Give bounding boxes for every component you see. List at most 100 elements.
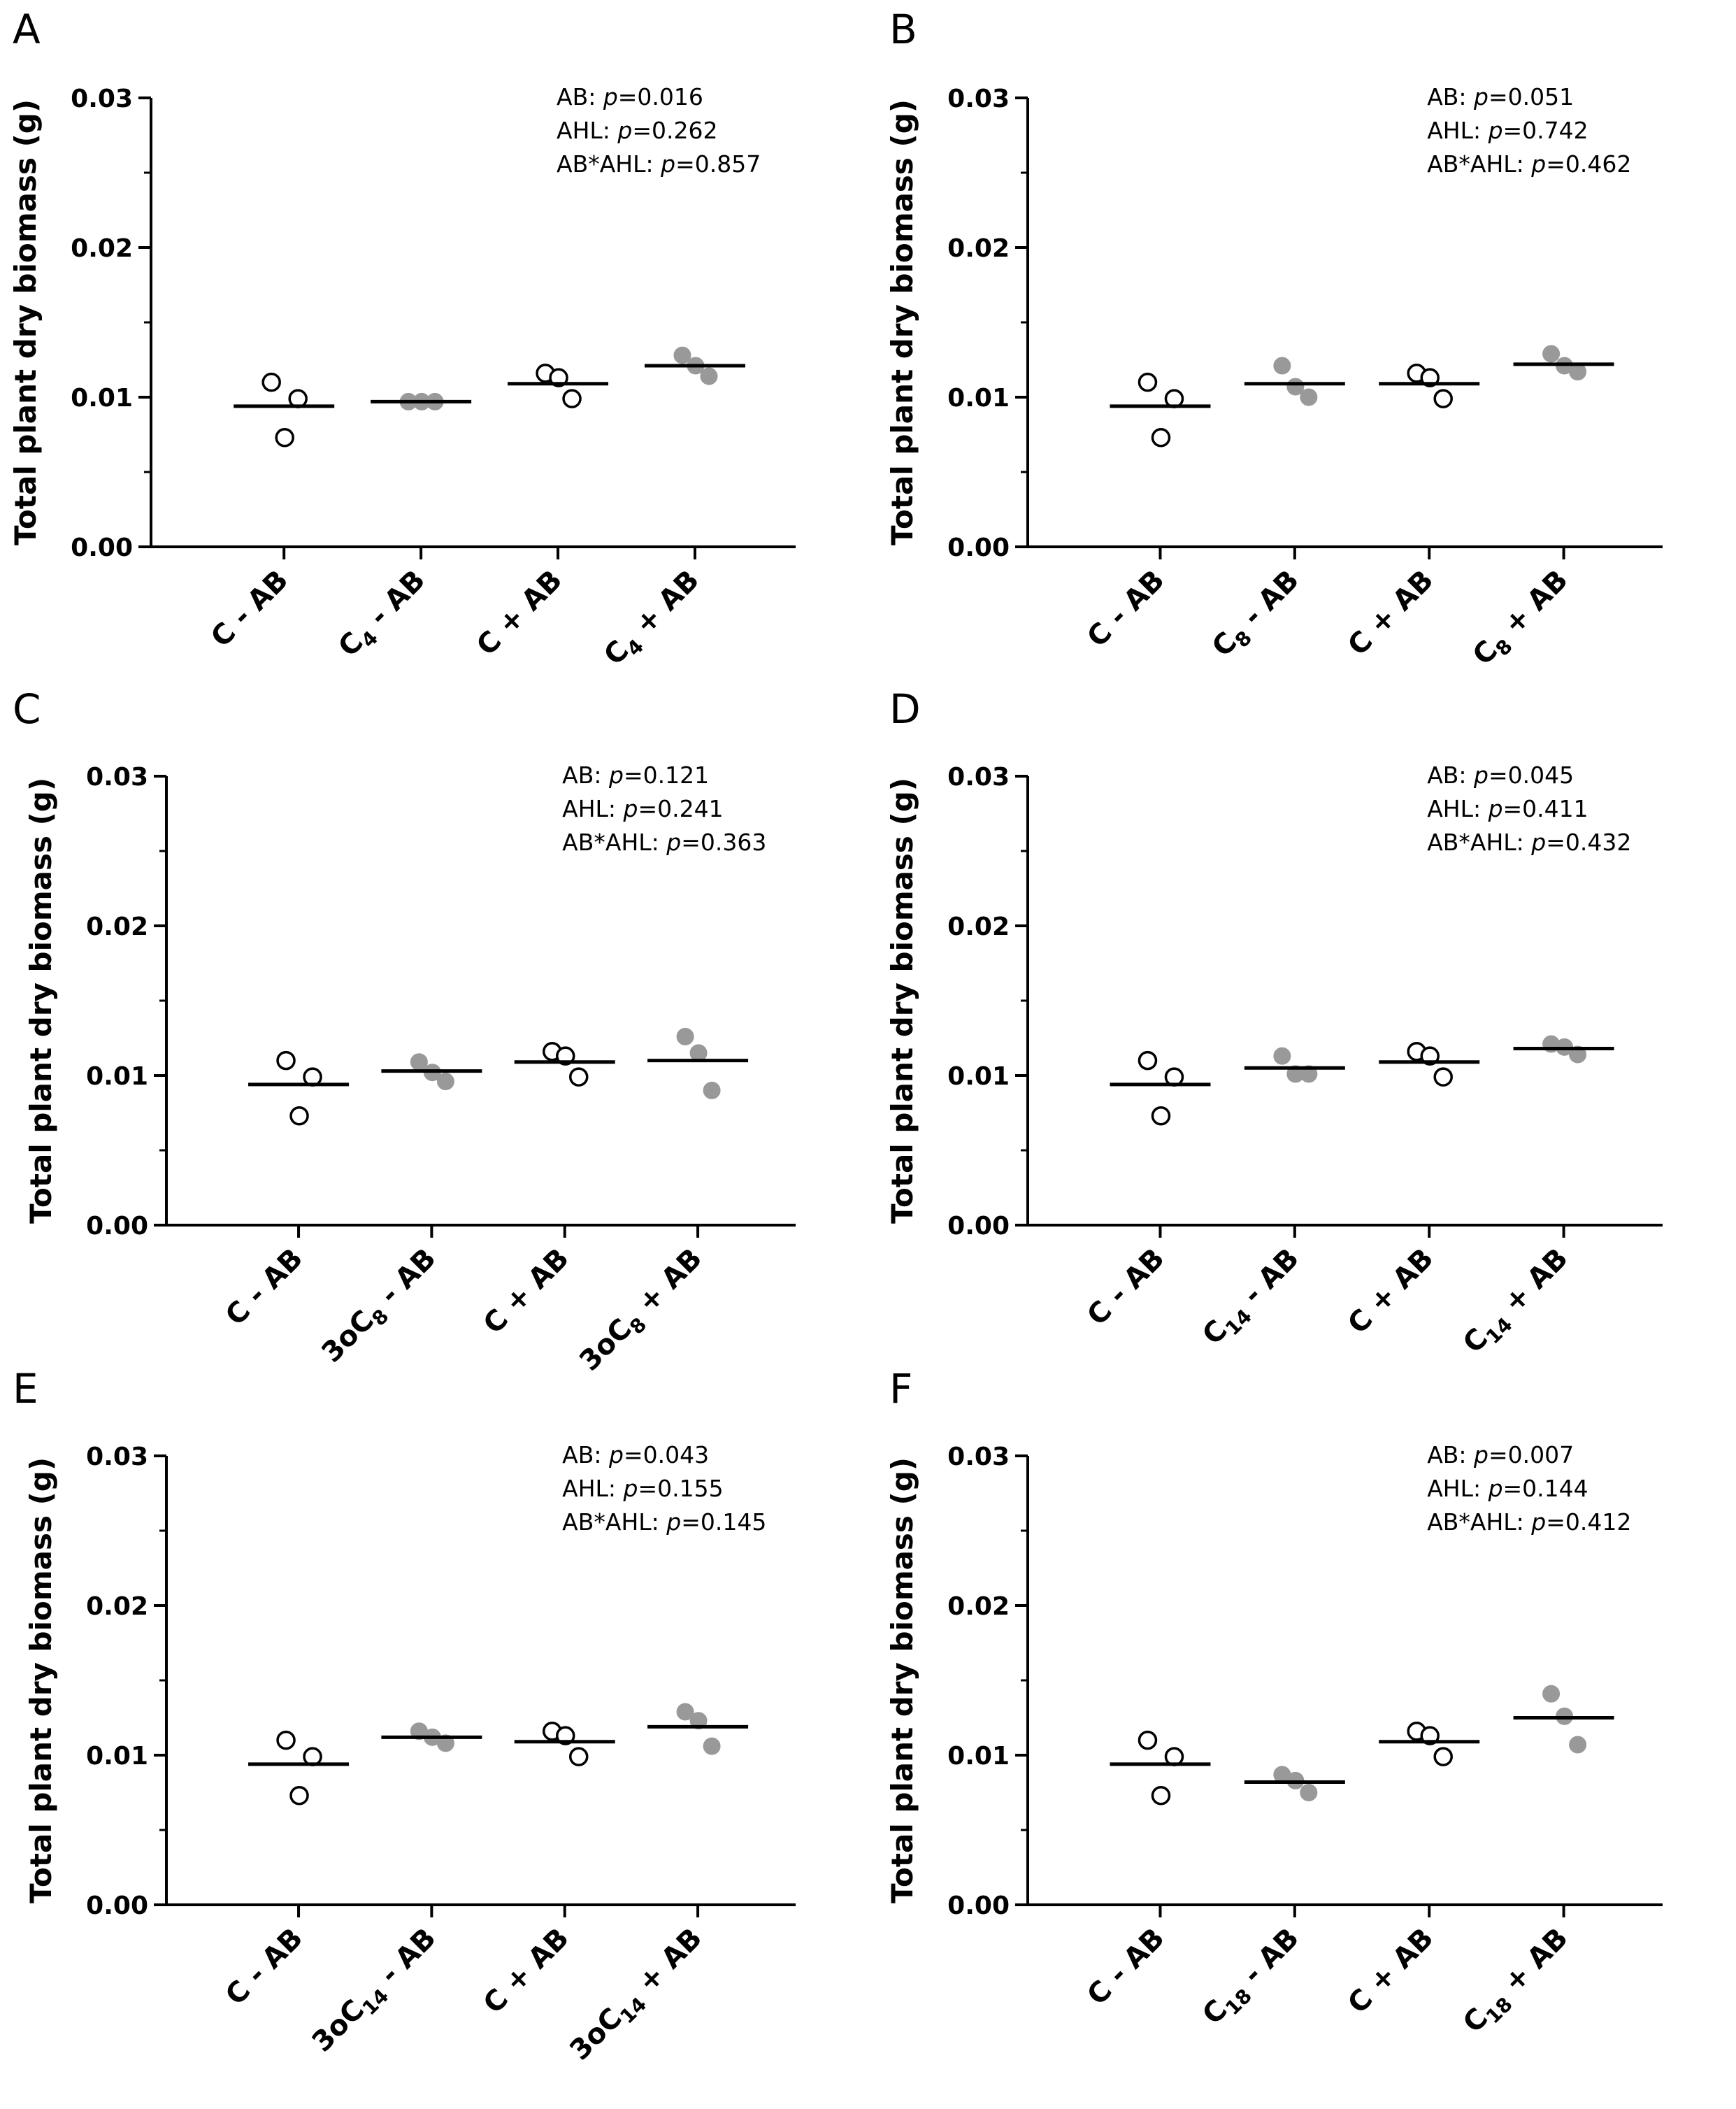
stat-p: p: [1473, 762, 1488, 789]
stat-line: AB: p=0.045: [1427, 762, 1574, 789]
stat-label: AB*AHL:: [562, 1508, 666, 1536]
data-point-filled: [703, 1081, 721, 1099]
data-point-open: [261, 372, 281, 392]
stat-value: =0.155: [638, 1475, 724, 1502]
category-text: - AB: [357, 564, 431, 639]
category-label: 3oC14 + AB: [564, 1922, 712, 2071]
panel-letter: E: [13, 1365, 38, 1413]
category-text: - AB: [1230, 1922, 1305, 1997]
category-label: C8 + AB: [1467, 564, 1578, 675]
stat-value: =0.462: [1546, 150, 1631, 178]
category-label: C14 - AB: [1196, 1243, 1309, 1355]
stat-p: p: [608, 1441, 624, 1468]
stat-label: AHL:: [557, 117, 617, 144]
category-text: + AB: [622, 564, 705, 648]
stat-p: p: [617, 117, 632, 144]
category-label: C + AB: [1342, 564, 1440, 662]
category-text: C + AB: [478, 1243, 575, 1341]
stat-p: p: [660, 150, 675, 178]
data-point-filled: [703, 1737, 721, 1755]
stat-label: AHL:: [1427, 117, 1488, 144]
category-label: C4 + AB: [598, 564, 709, 675]
data-point-open: [1151, 1786, 1171, 1806]
category-text: C + AB: [1342, 1922, 1440, 2020]
category-text: C - AB: [1081, 1922, 1170, 2012]
stat-p: p: [1473, 83, 1488, 110]
category-label: C18 + AB: [1457, 1922, 1578, 2043]
stat-p: p: [1473, 1441, 1488, 1468]
stat-value: =0.145: [681, 1508, 766, 1536]
data-point-open: [555, 1046, 575, 1066]
category-label: C + AB: [478, 1243, 575, 1341]
category-label: 3oC8 - AB: [315, 1243, 445, 1373]
stat-label: AB*AHL:: [1427, 150, 1531, 178]
category-text: + AB: [625, 1922, 708, 2006]
stat-line: AHL: p=0.144: [1427, 1475, 1588, 1502]
stat-value: =0.432: [1546, 829, 1631, 856]
data-point-filled: [676, 1703, 694, 1721]
stat-label: AHL:: [562, 795, 623, 822]
data-point-open: [1433, 389, 1453, 408]
stat-p: p: [1488, 117, 1503, 144]
y-tick-label: 0.00: [947, 534, 1010, 562]
y-tick-label: 0.02: [947, 234, 1010, 263]
data-point-open: [1420, 1046, 1440, 1066]
y-tick-label: 0.00: [71, 534, 133, 562]
panel-d: D 0.00 0.01 0.02 0.03 Total plant dry biomass…: [885, 685, 1663, 1364]
stat-line: AB: p=0.043: [562, 1441, 709, 1468]
category-label: C + AB: [471, 564, 568, 662]
stat-line: AB*AHL: p=0.363: [562, 829, 766, 856]
stat-value: =0.241: [638, 795, 724, 822]
category-label: C - AB: [1081, 564, 1170, 654]
data-point-open: [549, 368, 568, 387]
stat-label: AB:: [562, 1441, 609, 1468]
y-axis-title: Total plant dry biomass (g): [24, 778, 58, 1224]
stat-p: p: [623, 795, 638, 822]
y-axis-title: Total plant dry biomass (g): [885, 778, 919, 1224]
stat-label: AB:: [557, 83, 603, 110]
data-point-open: [1151, 1106, 1171, 1126]
panel-letter: C: [13, 685, 41, 733]
stat-value: =0.144: [1503, 1475, 1588, 1502]
stat-label: AB:: [1427, 762, 1474, 789]
data-point-open: [1138, 1730, 1158, 1750]
category-label: C14 + AB: [1457, 1243, 1578, 1364]
data-point-filled: [1542, 1685, 1561, 1703]
category-text: C - AB: [205, 564, 294, 654]
stat-value: =0.121: [624, 762, 709, 789]
stat-label: AB:: [1427, 83, 1474, 110]
y-tick-label: 0.02: [71, 234, 133, 263]
y-tick-label: 0.02: [86, 913, 148, 941]
category-label: C - AB: [1081, 1922, 1170, 2012]
y-tick-label: 0.01: [947, 1742, 1010, 1771]
data-point-open: [276, 1730, 296, 1750]
y-tick-label: 0.02: [86, 1592, 148, 1621]
stat-label: AB*AHL:: [562, 829, 666, 856]
stat-line: AB: p=0.007: [1427, 1441, 1574, 1468]
y-tick-label: 0.00: [947, 1892, 1010, 1920]
stat-line: AHL: p=0.262: [557, 117, 717, 144]
category-text: + AB: [1491, 1243, 1574, 1326]
category-label: 3oC14 - AB: [306, 1922, 446, 2062]
y-tick-label: 0.01: [71, 384, 133, 413]
category-label: C + AB: [1342, 1243, 1440, 1341]
y-tick-label: 0.03: [947, 763, 1010, 792]
y-axis-title: Total plant dry biomass (g): [8, 99, 43, 545]
stat-value: =0.045: [1488, 762, 1574, 789]
stat-line: AB*AHL: p=0.432: [1427, 829, 1631, 856]
category-label: C + AB: [478, 1922, 575, 2020]
category-text: + AB: [1491, 1922, 1574, 2006]
data-point-open: [1420, 1726, 1440, 1745]
category-label: C - AB: [220, 1243, 309, 1332]
y-tick-label: 0.00: [86, 1892, 148, 1920]
stat-line: AHL: p=0.742: [1427, 117, 1588, 144]
category-text: + AB: [1491, 564, 1574, 648]
data-point-filled: [436, 1073, 454, 1091]
stat-line: AB*AHL: p=0.145: [562, 1508, 766, 1536]
data-point-filled: [1300, 388, 1318, 406]
category-text: C - AB: [1081, 1243, 1170, 1332]
stat-p: p: [1530, 150, 1546, 178]
y-tick-label: 0.01: [86, 1742, 148, 1771]
stat-p: p: [1488, 795, 1503, 822]
stat-p: p: [623, 1475, 638, 1502]
